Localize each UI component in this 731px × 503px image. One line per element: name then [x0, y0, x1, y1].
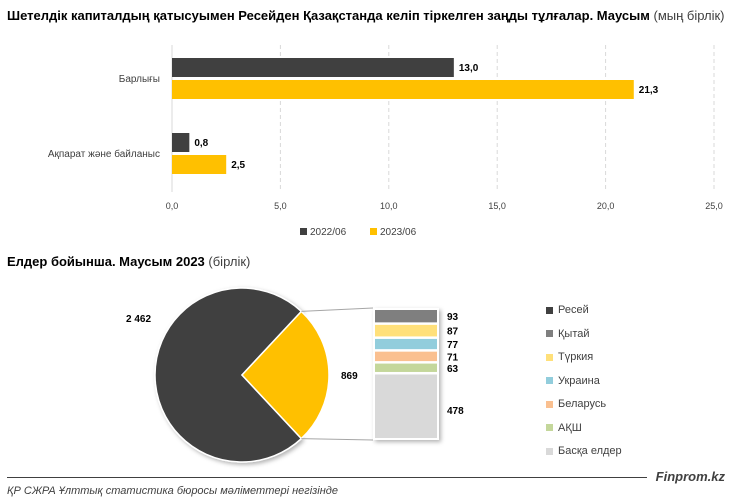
category-label: Барлығы: [119, 74, 160, 85]
data-label: 13,0: [459, 63, 479, 74]
breakdown-label: 77: [447, 340, 459, 351]
pie-title-main: Елдер бойынша. Маусым 2023: [7, 254, 205, 269]
breakdown-label: 63: [447, 364, 459, 375]
x-tick-label: 0,0: [166, 201, 179, 211]
legend-item: Басқа елдер: [546, 445, 622, 469]
legend-swatch: [546, 400, 553, 408]
breakdown-segment: [375, 338, 437, 350]
breakdown-segment: [375, 374, 437, 438]
breakdown-segment: [375, 351, 437, 362]
pie-title: Елдер бойынша. Маусым 2023 (бірлік): [7, 254, 250, 269]
brand-logo: Finprom.kz: [655, 469, 725, 484]
legend-label: АҚШ: [558, 421, 582, 434]
legend-item: Түркия: [546, 351, 622, 375]
title-unit: (мың бірлік): [653, 8, 725, 23]
pie-legend: Ресей Қытай Түркия Украина Беларусь АҚШ Басқа …: [546, 304, 622, 469]
connector-line: [301, 307, 374, 312]
x-tick-label: 15,0: [488, 201, 506, 211]
source-note: ҚР СЖРА Ұлттық статистика бюросы мәлімет…: [7, 485, 338, 497]
breakdown-label: 93: [447, 312, 459, 323]
bar-2022/06: [172, 58, 454, 77]
legend-swatch: [370, 228, 377, 235]
footer-divider: [7, 477, 647, 478]
legend-swatch: [546, 377, 553, 385]
legend-swatch: [546, 424, 553, 432]
breakdown-label: 87: [447, 327, 459, 338]
legend-swatch: [546, 330, 553, 338]
breakdown-segment: [375, 324, 437, 337]
breakdown-segment: [375, 363, 437, 372]
chart-title: Шетелдік капиталдың қатысуымен Ресейден …: [7, 8, 725, 23]
legend-label: Басқа елдер: [558, 445, 622, 457]
legend-swatch: [546, 306, 553, 314]
legend-item: Қытай: [546, 328, 622, 352]
legend-item: АҚШ: [546, 422, 622, 446]
legend-swatch: [546, 353, 553, 361]
title-main: Шетелдік капиталдың қатысуымен Ресейден …: [7, 8, 650, 23]
x-tick-label: 20,0: [597, 201, 615, 211]
data-label: 2,5: [231, 160, 245, 171]
legend-label: Беларусь: [558, 398, 607, 410]
bar-2023/06: [172, 155, 227, 174]
pie-slice-russia: [154, 287, 303, 463]
data-label: 21,3: [639, 85, 659, 96]
legend-label: Қытай: [558, 327, 590, 340]
legend-swatch: [300, 228, 307, 235]
x-tick-label: 25,0: [705, 201, 723, 211]
legend-label: 2022/06: [310, 227, 347, 238]
x-tick-label: 10,0: [380, 201, 398, 211]
pie-title-unit: (бірлік): [208, 254, 251, 269]
bar-2022/06: [172, 133, 190, 152]
pie-label: 869: [341, 371, 358, 382]
breakdown-label: 478: [447, 406, 464, 417]
legend-item: Украина: [546, 375, 622, 399]
pie-label: 2 462: [126, 314, 151, 325]
legend-label: Түркия: [558, 351, 594, 363]
connector-line: [301, 438, 374, 441]
legend-item: Беларусь: [546, 398, 622, 422]
pie-slice-other: [240, 310, 330, 440]
legend-swatch: [546, 447, 553, 455]
legend-item: Ресей: [546, 304, 622, 328]
category-label: Ақпарат және байланыс: [48, 148, 160, 160]
bar-2023/06: [172, 80, 634, 99]
legend-label: Украина: [558, 374, 600, 387]
legend-label: Ресей: [558, 304, 589, 316]
data-label: 0,8: [194, 138, 208, 149]
x-tick-label: 5,0: [274, 201, 287, 211]
breakdown-segment: [375, 310, 437, 323]
breakdown-label: 71: [447, 352, 459, 363]
legend-label: 2023/06: [380, 227, 417, 238]
